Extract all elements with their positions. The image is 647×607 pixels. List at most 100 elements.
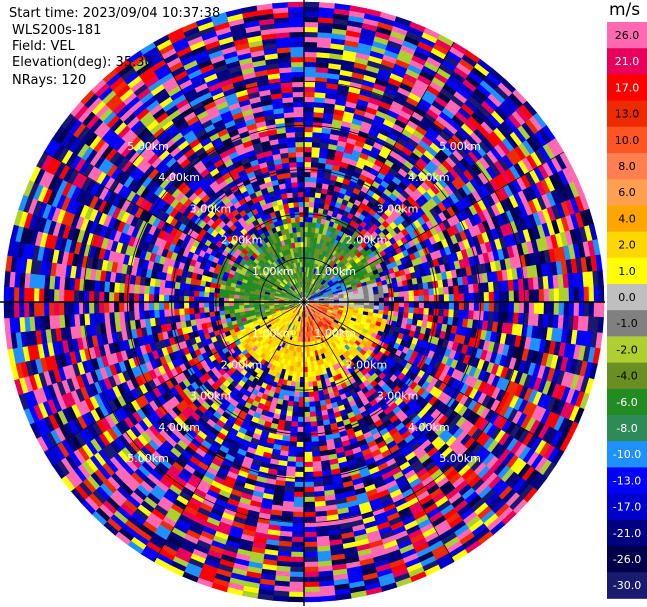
velocity-gate bbox=[427, 465, 440, 477]
velocity-gate bbox=[383, 475, 396, 486]
velocity-gate bbox=[405, 225, 414, 235]
velocity-gate bbox=[450, 389, 461, 401]
velocity-gate bbox=[328, 307, 334, 310]
velocity-gate bbox=[363, 402, 373, 411]
velocity-gate bbox=[330, 128, 341, 136]
velocity-gate bbox=[367, 101, 380, 111]
velocity-gate bbox=[307, 361, 311, 368]
velocity-gate bbox=[530, 239, 540, 254]
velocity-gate bbox=[368, 294, 375, 299]
velocity-gate bbox=[332, 262, 338, 269]
velocity-gate bbox=[503, 356, 513, 369]
velocity-gate bbox=[443, 301, 450, 310]
velocity-gate bbox=[307, 266, 310, 273]
velocity-gate bbox=[534, 148, 547, 165]
velocity-gate bbox=[315, 323, 320, 329]
velocity-gate bbox=[326, 246, 332, 253]
velocity-gate bbox=[459, 83, 475, 97]
velocity-gate bbox=[314, 287, 320, 292]
velocity-gate bbox=[428, 487, 443, 500]
velocity-gate bbox=[386, 263, 393, 270]
velocity-gate bbox=[415, 143, 428, 155]
velocity-gate bbox=[337, 311, 343, 315]
velocity-gate bbox=[303, 231, 308, 238]
velocity-gate bbox=[489, 459, 503, 474]
velocity-gate bbox=[341, 274, 348, 280]
velocity-gate bbox=[344, 350, 352, 357]
velocity-gate bbox=[326, 328, 331, 334]
velocity-gate bbox=[312, 319, 316, 326]
velocity-gate bbox=[318, 297, 325, 300]
velocity-gate bbox=[473, 502, 489, 517]
velocity-gate bbox=[308, 304, 314, 307]
velocity-gate bbox=[415, 197, 425, 208]
velocity-gate bbox=[568, 301, 575, 317]
velocity-gate bbox=[467, 115, 482, 130]
velocity-gate bbox=[400, 44, 417, 56]
velocity-gate bbox=[378, 16, 396, 27]
velocity-gate bbox=[563, 301, 570, 317]
velocity-gate bbox=[373, 301, 380, 307]
velocity-gate bbox=[363, 291, 369, 296]
velocity-gate bbox=[308, 277, 311, 283]
velocity-gate bbox=[342, 276, 349, 282]
velocity-gate bbox=[335, 362, 342, 370]
velocity-gate bbox=[310, 267, 314, 273]
velocity-gate bbox=[308, 396, 315, 403]
velocity-gate bbox=[305, 292, 308, 298]
velocity-gate bbox=[431, 422, 442, 434]
velocity-gate bbox=[415, 45, 432, 58]
velocity-gate bbox=[368, 444, 380, 454]
velocity-gate bbox=[330, 268, 337, 274]
velocity-gate bbox=[536, 326, 543, 340]
velocity-gate bbox=[397, 193, 407, 204]
velocity-gate bbox=[448, 286, 455, 295]
velocity-gate bbox=[327, 291, 333, 295]
velocity-gate bbox=[306, 246, 310, 253]
velocity-gate bbox=[327, 326, 333, 332]
velocity-gate bbox=[325, 241, 331, 248]
velocity-gate bbox=[373, 82, 387, 93]
velocity-gate bbox=[521, 431, 534, 447]
velocity-gate bbox=[364, 264, 372, 271]
velocity-gate bbox=[320, 218, 327, 225]
velocity-gate bbox=[469, 458, 483, 473]
velocity-gate bbox=[493, 127, 507, 142]
velocity-gate bbox=[361, 328, 369, 334]
velocity-gate bbox=[326, 312, 332, 316]
velocity-gate bbox=[417, 551, 434, 563]
velocity-gate bbox=[490, 399, 501, 413]
velocity-gate bbox=[336, 287, 343, 292]
velocity-gate bbox=[553, 341, 562, 357]
velocity-gate bbox=[441, 59, 458, 72]
velocity-gate bbox=[314, 312, 319, 318]
velocity-gate bbox=[421, 93, 436, 106]
velocity-gate bbox=[509, 424, 521, 439]
velocity-gate bbox=[477, 381, 488, 394]
velocity-gate bbox=[324, 251, 330, 258]
velocity-gate bbox=[380, 322, 387, 329]
velocity-gate bbox=[448, 46, 466, 60]
velocity-gate bbox=[340, 257, 347, 264]
velocity-gate bbox=[465, 181, 477, 194]
velocity-gate bbox=[379, 128, 391, 138]
velocity-gate bbox=[473, 292, 480, 303]
velocity-gate bbox=[331, 322, 337, 328]
velocity-gate bbox=[336, 253, 342, 260]
velocity-gate bbox=[307, 304, 313, 309]
velocity-gate bbox=[412, 236, 421, 246]
velocity-gate bbox=[410, 244, 419, 254]
velocity-gate bbox=[551, 219, 561, 236]
velocity-gate bbox=[318, 157, 327, 164]
velocity-gate bbox=[516, 176, 528, 192]
velocity-gate bbox=[346, 25, 363, 34]
velocity-gate bbox=[398, 49, 415, 61]
velocity-gate bbox=[587, 346, 596, 364]
velocity-gate bbox=[495, 389, 506, 403]
velocity-gate bbox=[501, 137, 515, 153]
velocity-gate bbox=[374, 436, 385, 445]
velocity-gate bbox=[466, 455, 480, 469]
velocity-gate bbox=[446, 386, 456, 398]
velocity-gate bbox=[568, 181, 580, 199]
velocity-gate bbox=[574, 227, 584, 245]
